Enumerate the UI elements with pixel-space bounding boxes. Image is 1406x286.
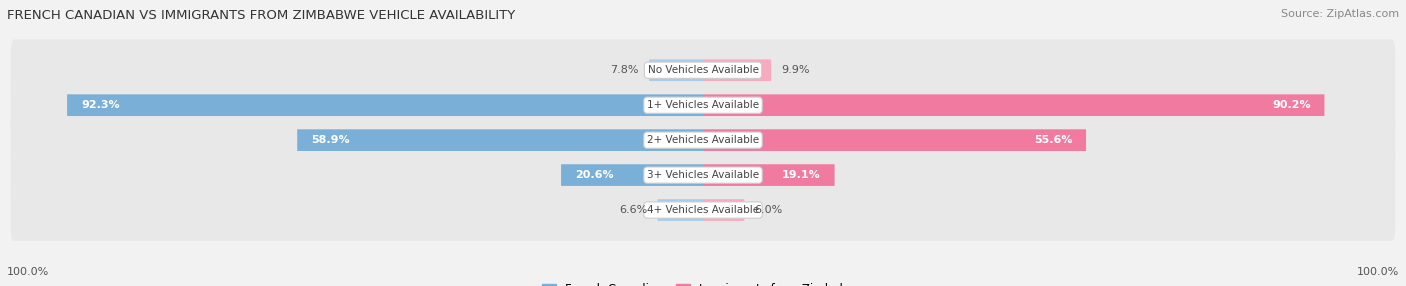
FancyBboxPatch shape	[11, 144, 1395, 206]
Text: 100.0%: 100.0%	[1357, 267, 1399, 277]
Text: Source: ZipAtlas.com: Source: ZipAtlas.com	[1281, 9, 1399, 19]
Text: FRENCH CANADIAN VS IMMIGRANTS FROM ZIMBABWE VEHICLE AVAILABILITY: FRENCH CANADIAN VS IMMIGRANTS FROM ZIMBA…	[7, 9, 515, 21]
Text: 4+ Vehicles Available: 4+ Vehicles Available	[647, 205, 759, 215]
Text: 92.3%: 92.3%	[82, 100, 120, 110]
FancyBboxPatch shape	[11, 109, 1395, 171]
FancyBboxPatch shape	[297, 129, 703, 151]
Text: 7.8%: 7.8%	[610, 65, 638, 75]
FancyBboxPatch shape	[67, 94, 703, 116]
FancyBboxPatch shape	[703, 129, 1085, 151]
FancyBboxPatch shape	[561, 164, 703, 186]
Text: 9.9%: 9.9%	[782, 65, 810, 75]
FancyBboxPatch shape	[11, 179, 1395, 241]
Text: 90.2%: 90.2%	[1272, 100, 1310, 110]
Legend: French Canadian, Immigrants from Zimbabwe: French Canadian, Immigrants from Zimbabw…	[537, 278, 869, 286]
FancyBboxPatch shape	[703, 94, 1324, 116]
Text: 58.9%: 58.9%	[311, 135, 350, 145]
FancyBboxPatch shape	[703, 199, 744, 221]
Text: 1+ Vehicles Available: 1+ Vehicles Available	[647, 100, 759, 110]
Text: 6.6%: 6.6%	[619, 205, 647, 215]
Text: 2+ Vehicles Available: 2+ Vehicles Available	[647, 135, 759, 145]
Text: 19.1%: 19.1%	[782, 170, 821, 180]
FancyBboxPatch shape	[11, 39, 1395, 101]
FancyBboxPatch shape	[650, 59, 703, 81]
Text: 6.0%: 6.0%	[755, 205, 783, 215]
Text: 55.6%: 55.6%	[1033, 135, 1073, 145]
Text: No Vehicles Available: No Vehicles Available	[648, 65, 758, 75]
FancyBboxPatch shape	[703, 164, 835, 186]
Text: 3+ Vehicles Available: 3+ Vehicles Available	[647, 170, 759, 180]
FancyBboxPatch shape	[658, 199, 703, 221]
Text: 100.0%: 100.0%	[7, 267, 49, 277]
Text: 20.6%: 20.6%	[575, 170, 613, 180]
FancyBboxPatch shape	[11, 74, 1395, 136]
FancyBboxPatch shape	[703, 59, 772, 81]
